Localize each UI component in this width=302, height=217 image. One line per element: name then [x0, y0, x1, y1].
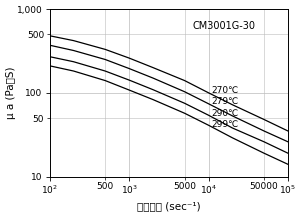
Y-axis label: μ a (Pa・S): μ a (Pa・S) [5, 67, 16, 119]
Text: 290℃: 290℃ [212, 109, 239, 118]
Text: 270℃: 270℃ [212, 85, 239, 94]
X-axis label: ずり速度 (sec⁻¹): ずり速度 (sec⁻¹) [137, 201, 201, 211]
Text: 299℃: 299℃ [212, 120, 239, 129]
Text: 279℃: 279℃ [212, 97, 239, 106]
Text: CM3001G-30: CM3001G-30 [193, 21, 255, 31]
